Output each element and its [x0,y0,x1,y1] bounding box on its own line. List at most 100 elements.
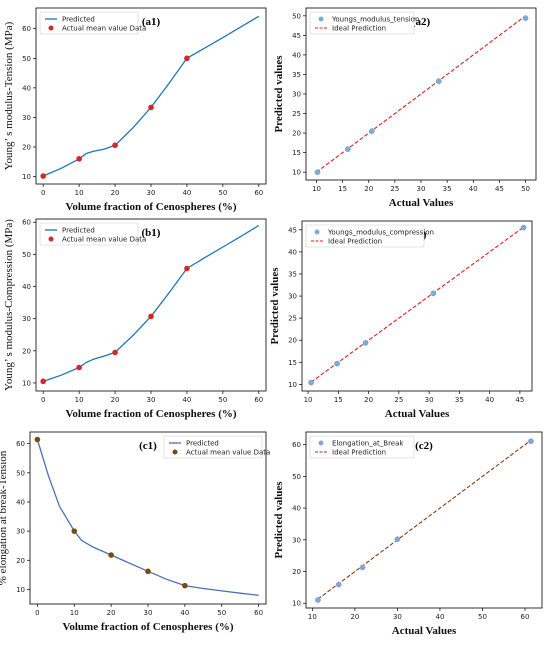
legend-label: Actual mean value Data [62,236,146,244]
legend-box [163,435,263,459]
x-tick-label: 10 [312,185,321,193]
x-tick-label: 10 [304,396,313,404]
x-axis-label: Volume fraction of Cenospheres (%) [65,408,236,420]
y-tick-label: 50 [292,473,301,481]
legend-marker-swatch [314,229,320,235]
y-tick-label: 40 [292,51,301,59]
x-tick-label: 40 [182,396,191,404]
x-tick-label: 40 [485,396,494,404]
x-tick-label: 0 [41,396,45,404]
actual-data-point [148,313,154,320]
predicted-line [42,224,260,383]
legend-label: Elongation_at_Break [332,440,404,448]
y-tick-label: 60 [292,441,301,449]
y-tick-label: 15 [288,359,297,367]
x-tick-label: 30 [144,609,153,617]
x-tick-label: 50 [218,396,227,404]
prediction-point [362,340,369,346]
y-tick-label: 10 [22,173,31,181]
x-tick-label: 0 [41,189,45,197]
legend-box [39,11,139,35]
y-tick-label: 40 [288,248,297,256]
predicted-line [36,439,259,596]
legend-label: Ideal Prediction [332,449,386,457]
y-tick-label: 60 [22,219,31,227]
legend-label: Actual mean value Data [186,449,270,457]
x-tick-label: 30 [147,396,156,404]
x-tick-label: 30 [425,396,434,404]
y-axis-label: Predicted values [273,55,285,133]
prediction-point [345,146,351,152]
legend-marker-swatch [318,16,324,22]
prediction-point [394,536,401,542]
actual-data-point [112,349,118,356]
legend-label: Youngs_modulus_tension [331,16,419,24]
chart-c2: 10 20 30 40 50 60 10 20 30 40 50 60 Actual Values Pre… [273,431,543,637]
x-tick-label: 30 [417,185,426,193]
y-tick-label: 60 [22,25,31,33]
y-axis-label: Predicted values [273,481,285,559]
x-tick-label: 50 [478,613,487,621]
legend-label: Predicted [62,227,95,235]
y-tick-label: 30 [288,293,297,301]
prediction-point [522,15,529,21]
y-tick-label: 30 [22,315,31,323]
actual-data-point [108,552,114,558]
legend-box [309,11,415,35]
x-tick-label: 30 [393,613,402,621]
x-tick-label: 15 [334,396,343,404]
actual-data-point [182,582,188,589]
y-tick-label: 60 [16,440,25,448]
chart-b2: 10 15 20 25 30 35 40 45 10 15 20 25 30 35 40 45 Actual V… [269,220,533,420]
legend-marker-swatch [172,449,178,455]
x-tick-label: 40 [469,185,478,193]
legend-box [305,224,425,248]
y-tick-label: 40 [292,505,301,513]
x-tick-label: 45 [515,396,524,404]
y-tick-label: 20 [22,347,31,355]
x-axis-label: Actual Values [389,197,454,209]
x-tick-label: 20 [111,396,120,404]
y-tick-label: 20 [16,557,25,565]
y-tick-label: 50 [292,12,301,20]
y-tick-label: 40 [22,84,31,92]
prediction-point [315,597,321,603]
y-tick-label: 30 [292,536,301,544]
actual-data-point [184,55,190,62]
y-tick-label: 10 [292,600,301,608]
x-tick-label: 30 [147,189,156,197]
chart-a2: 10 15 20 25 30 35 40 45 50 10 15 20 25 30 35 40 45 50 Actu… [273,7,537,209]
legend-label: Youngs_modulus_compression [327,229,434,237]
prediction-point [359,564,366,571]
x-axis-label: Volume fraction of Cenospheres (%) [65,201,236,213]
x-tick-label: 60 [254,609,263,617]
actual-data-point [76,156,82,162]
x-axis-label: Actual Values [392,625,457,637]
x-tick-label: 25 [390,185,399,193]
chart-a1: 0 10 20 30 40 50 60 10 20 30 40 50 60 Volume fraction… [3,7,267,213]
chart-b1: 0 10 20 30 40 50 60 10 20 30 40 50 60 Volume fraction… [3,218,267,420]
y-axis-label: Predicted values [269,267,281,345]
y-tick-label: 20 [22,144,31,152]
legend-label: Predicted [186,440,219,448]
x-tick-label: 50 [217,609,226,617]
x-tick-label: 60 [254,189,263,197]
x-tick-label: 10 [308,613,317,621]
y-tick-label: 10 [292,169,301,177]
x-tick-label: 15 [338,185,347,193]
x-tick-label: 20 [350,613,359,621]
x-tick-label: 10 [75,189,84,197]
legend-box [309,435,415,459]
x-axis-label: Actual Values [385,408,450,420]
y-tick-label: 40 [22,283,31,291]
y-tick-label: 20 [292,568,301,576]
x-tick-label: 40 [182,189,191,197]
legend-box [39,222,139,246]
legend-marker-swatch [318,440,324,446]
chart-c1: 0 10 20 30 40 50 60 10 20 30 40 50 60 Volume fraction… [0,431,270,633]
